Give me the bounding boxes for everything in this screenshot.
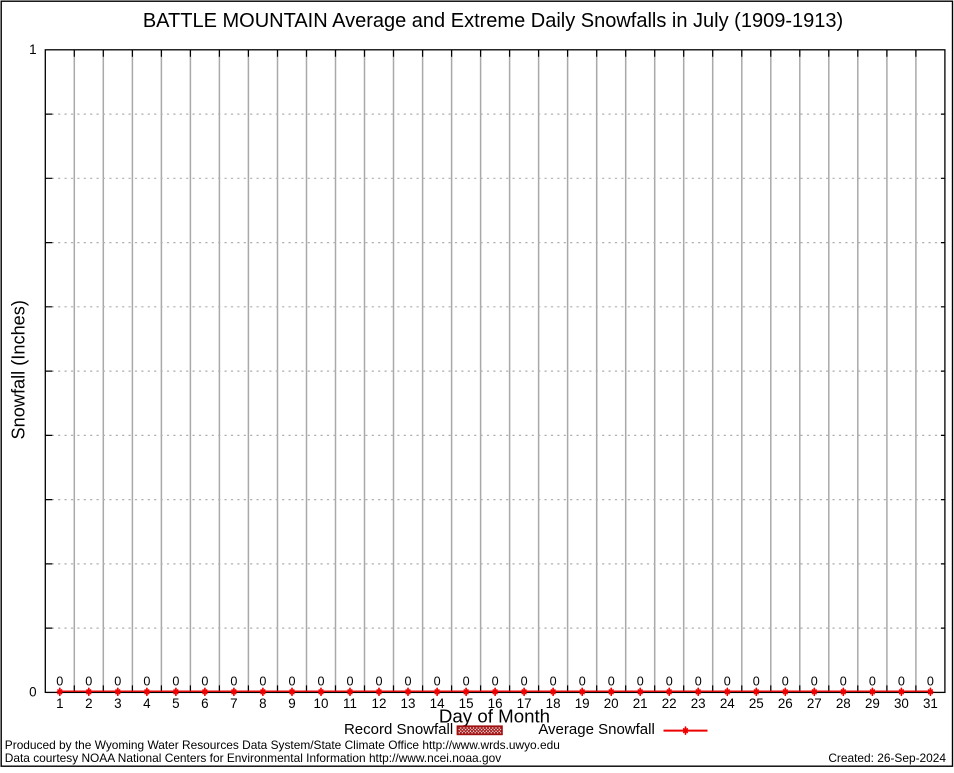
svg-text:Snowfall (Inches): Snowfall (Inches) (9, 300, 29, 440)
svg-text:17: 17 (517, 696, 532, 711)
svg-text:1: 1 (29, 42, 36, 57)
svg-text:3: 3 (114, 696, 121, 711)
svg-text:0: 0 (463, 675, 470, 689)
svg-text:25: 25 (749, 696, 764, 711)
svg-text:5: 5 (172, 696, 179, 711)
svg-text:23: 23 (691, 696, 706, 711)
svg-text:18: 18 (546, 696, 561, 711)
svg-text:19: 19 (575, 696, 590, 711)
svg-text:0: 0 (521, 675, 528, 689)
svg-text:6: 6 (201, 696, 208, 711)
svg-text:9: 9 (288, 696, 295, 711)
svg-text:0: 0 (927, 675, 934, 689)
svg-text:0: 0 (375, 675, 382, 689)
svg-text:0: 0 (753, 675, 760, 689)
svg-text:Data courtesy NOAA National Ce: Data courtesy NOAA National Centers for … (5, 751, 501, 765)
svg-text:0: 0 (782, 675, 789, 689)
svg-text:0: 0 (143, 675, 150, 689)
svg-text:15: 15 (459, 696, 474, 711)
svg-text:0: 0 (172, 675, 179, 689)
svg-text:11: 11 (343, 696, 357, 711)
svg-text:10: 10 (314, 696, 329, 711)
svg-text:22: 22 (662, 696, 677, 711)
svg-text:0: 0 (259, 675, 266, 689)
svg-text:0: 0 (317, 675, 324, 689)
svg-text:0: 0 (434, 675, 441, 689)
svg-text:30: 30 (894, 696, 909, 711)
svg-text:4: 4 (143, 696, 151, 711)
svg-text:0: 0 (346, 675, 353, 689)
svg-text:16: 16 (488, 696, 503, 711)
svg-text:0: 0 (840, 675, 847, 689)
svg-text:0: 0 (492, 675, 499, 689)
svg-text:0: 0 (29, 684, 36, 699)
svg-text:8: 8 (259, 696, 266, 711)
svg-text:29: 29 (865, 696, 880, 711)
svg-text:0: 0 (811, 675, 818, 689)
svg-text:0: 0 (666, 675, 673, 689)
svg-text:Produced by the Wyoming Water: Produced by the Wyoming Water Resources … (5, 738, 560, 752)
svg-text:0: 0 (550, 675, 557, 689)
svg-text:0: 0 (288, 675, 295, 689)
svg-text:Record Snowfall: Record Snowfall (344, 721, 453, 738)
svg-text:Created: 26-Sep-2024: Created: 26-Sep-2024 (828, 751, 946, 765)
svg-text:12: 12 (372, 696, 387, 711)
svg-text:1: 1 (56, 696, 63, 711)
svg-text:0: 0 (637, 675, 644, 689)
svg-text:20: 20 (604, 696, 619, 711)
svg-text:0: 0 (201, 675, 208, 689)
svg-text:0: 0 (114, 675, 121, 689)
svg-text:0: 0 (579, 675, 586, 689)
svg-text:0: 0 (869, 675, 876, 689)
svg-text:BATTLE MOUNTAIN Average and Ex: BATTLE MOUNTAIN Average and Extreme Dail… (143, 10, 843, 32)
svg-text:24: 24 (720, 696, 735, 711)
svg-text:0: 0 (724, 675, 731, 689)
svg-text:Average Snowfall: Average Snowfall (538, 721, 654, 738)
svg-text:13: 13 (401, 696, 416, 711)
svg-text:Day of Month: Day of Month (439, 705, 550, 726)
svg-text:0: 0 (230, 675, 237, 689)
svg-text:27: 27 (807, 696, 822, 711)
svg-text:0: 0 (695, 675, 702, 689)
svg-text:0: 0 (85, 675, 92, 689)
svg-text:14: 14 (430, 696, 445, 711)
svg-text:0: 0 (608, 675, 615, 689)
svg-text:0: 0 (404, 675, 411, 689)
svg-text:28: 28 (836, 696, 851, 711)
svg-text:21: 21 (633, 696, 648, 711)
svg-text:0: 0 (898, 675, 905, 689)
svg-text:31: 31 (923, 696, 938, 711)
svg-text:7: 7 (230, 696, 237, 711)
svg-text:0: 0 (56, 675, 63, 689)
svg-text:2: 2 (85, 696, 92, 711)
svg-text:26: 26 (778, 696, 793, 711)
